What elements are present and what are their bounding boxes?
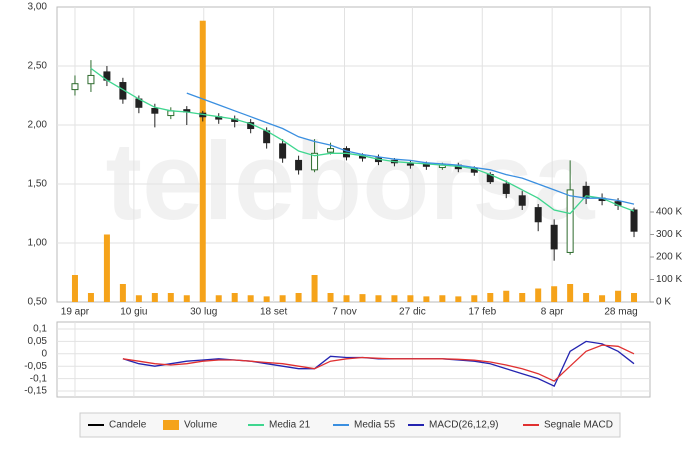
- volume-bar: [135, 295, 142, 302]
- y-tick-label: 0,05: [28, 336, 48, 347]
- candle-body: [630, 209, 638, 232]
- volume-bar: [231, 292, 238, 302]
- series-line: [90, 67, 635, 215]
- y-tick-label: 0,1: [33, 324, 47, 335]
- y-tick-label: 2,00: [28, 120, 48, 131]
- candle-body: [534, 207, 542, 223]
- candle-body: [406, 163, 414, 166]
- y-tick-label: 0: [41, 348, 47, 359]
- volume-bar: [279, 295, 286, 302]
- volume-bar: [551, 286, 558, 302]
- volume-bar: [487, 292, 494, 302]
- x-tick-label: 7 nov: [332, 307, 356, 318]
- y2-tick-label: 200 K: [656, 252, 682, 263]
- volume-bar: [375, 295, 382, 302]
- volume-bar: [599, 295, 606, 302]
- volume-bar: [615, 290, 622, 302]
- legend-swatch: [163, 420, 179, 430]
- y-tick-label: 0,50: [28, 297, 48, 308]
- volume-bar: [263, 296, 270, 302]
- volume-bar: [343, 295, 350, 302]
- x-tick-label: 27 dic: [399, 307, 426, 318]
- volume-bar: [87, 292, 94, 302]
- candle-body: [327, 148, 335, 153]
- y-tick-label: 3,00: [28, 2, 48, 13]
- candle-body: [295, 159, 303, 171]
- volume-bar: [583, 292, 590, 302]
- volume-bar: [455, 296, 462, 302]
- y-tick-label: -0,15: [24, 386, 47, 397]
- legend-label: Volume: [184, 420, 218, 431]
- volume-bar: [311, 274, 318, 302]
- y-tick-label: -0,05: [24, 361, 47, 372]
- volume-bar: [151, 292, 158, 302]
- candle-body: [550, 224, 558, 250]
- volume-bar: [167, 292, 174, 302]
- candle-body: [279, 143, 287, 159]
- candle-body: [566, 189, 574, 253]
- volume-bar: [439, 295, 446, 302]
- candle-body: [151, 107, 159, 114]
- watermark: teleborsa: [105, 120, 595, 243]
- volume-bar: [471, 295, 478, 302]
- legend-label: Media 55: [354, 420, 396, 431]
- x-tick-label: 28 mag: [604, 307, 637, 318]
- y-tick-label: 2,50: [28, 61, 48, 72]
- legend-label: Candele: [109, 420, 147, 431]
- volume-bar: [199, 20, 206, 302]
- series-line: [122, 344, 635, 382]
- series-line: [186, 92, 635, 205]
- candle-body: [311, 152, 319, 171]
- volume-bar: [119, 283, 126, 302]
- candle-body: [87, 74, 95, 85]
- plot-frame: [56, 6, 651, 303]
- x-tick-label: 10 giu: [120, 307, 147, 318]
- volume-bar: [295, 292, 302, 302]
- legend-label: Media 21: [269, 420, 311, 431]
- x-tick-label: 30 lug: [190, 307, 217, 318]
- macd-frame: [56, 321, 651, 398]
- volume-bar: [103, 234, 110, 302]
- volume-bar: [423, 296, 430, 302]
- volume-bar: [247, 295, 254, 302]
- volume-bar: [631, 292, 638, 302]
- legend-label: Segnale MACD: [544, 420, 613, 431]
- volume-bar: [535, 288, 542, 302]
- candle-body: [502, 183, 510, 194]
- y2-tick-label: 100 K: [656, 274, 682, 285]
- candle-body: [518, 195, 526, 206]
- x-tick-label: 17 feb: [468, 307, 496, 318]
- volume-bar: [503, 290, 510, 302]
- volume-bar: [215, 295, 222, 302]
- volume-bar: [359, 294, 366, 302]
- volume-bar: [407, 295, 414, 302]
- legend-label: MACD(26,12,9): [429, 420, 498, 431]
- x-tick-label: 8 apr: [541, 307, 564, 318]
- y2-tick-label: 300 K: [656, 229, 682, 240]
- y-tick-label: -0,1: [30, 373, 48, 384]
- volume-bar: [327, 292, 334, 302]
- candle-body: [71, 83, 79, 91]
- y-tick-label: 1,50: [28, 179, 48, 190]
- volume-bar: [391, 295, 398, 302]
- volume-bar: [183, 295, 190, 302]
- volume-bar: [567, 283, 574, 302]
- y2-tick-label: 0 K: [656, 297, 671, 308]
- x-tick-label: 19 apr: [61, 307, 90, 318]
- volume-bar: [519, 292, 526, 302]
- volume-bar: [71, 274, 78, 302]
- x-tick-label: 18 set: [260, 307, 287, 318]
- y-tick-label: 1,00: [28, 238, 48, 249]
- y2-tick-label: 400 K: [656, 207, 682, 218]
